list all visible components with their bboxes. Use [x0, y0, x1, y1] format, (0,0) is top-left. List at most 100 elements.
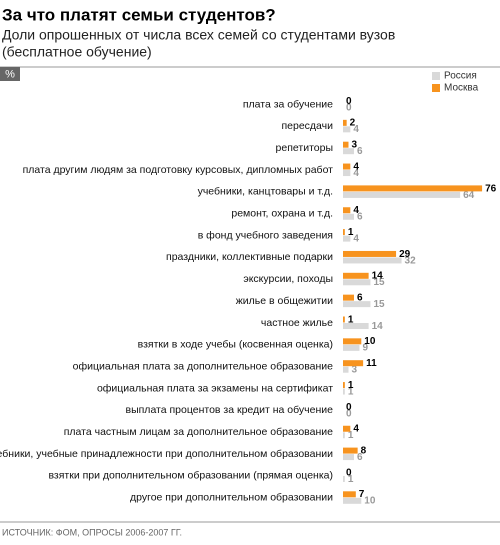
category-label: официальная плата за дополнительное обра… — [73, 360, 333, 372]
category-label: другое при дополнительном образовании — [130, 492, 333, 504]
value-label: 3 — [351, 365, 357, 376]
value-label: 76 — [485, 183, 497, 194]
value-label: 0 — [346, 96, 352, 107]
value-label: 4 — [353, 168, 359, 179]
value-label: 3 — [351, 140, 357, 151]
value-label: 15 — [373, 299, 385, 310]
value-label: 29 — [399, 249, 411, 260]
category-label: выплата процентов за кредит на обучение — [126, 404, 334, 416]
category-label: взятки в ходе учебы (косвенная оценка) — [138, 339, 333, 351]
value-label: 4 — [353, 124, 359, 135]
chart-title: За что платят семьи студентов? — [2, 5, 276, 24]
value-label: 4 — [353, 424, 359, 435]
bar — [343, 382, 345, 389]
value-label: 6 — [357, 212, 363, 223]
bar — [343, 126, 351, 133]
bar — [343, 250, 397, 257]
bar — [343, 213, 354, 220]
bar — [343, 475, 345, 482]
bar — [343, 170, 351, 177]
bar — [343, 360, 364, 367]
bar — [343, 163, 351, 170]
bar — [343, 425, 351, 432]
value-label: 4 — [353, 205, 359, 216]
bar — [343, 191, 461, 198]
value-label: 0 — [346, 402, 352, 413]
category-label: официальная плата за экзамены на сертифи… — [97, 382, 333, 394]
value-label: 6 — [357, 452, 363, 463]
value-label: 32 — [405, 255, 417, 266]
legend-label: Россия — [444, 71, 477, 82]
category-label: взятки при дополнительном образовании (п… — [48, 470, 333, 482]
category-label: жилье в общежитии — [236, 295, 333, 307]
value-label: 15 — [373, 277, 385, 288]
unit-label: % — [5, 68, 15, 80]
bar — [343, 229, 345, 236]
category-label: ремонт, охрана и т.д. — [231, 208, 333, 220]
unit-box — [0, 67, 20, 81]
bar — [343, 447, 358, 454]
category-label: учебники, канцтовары и т.д. — [198, 186, 333, 198]
bar — [343, 185, 483, 192]
chart-subtitle: (бесплатное обучение) — [2, 44, 152, 60]
bar — [343, 454, 354, 461]
bar — [343, 279, 371, 286]
category-label: учебники, учебные принадлежности при доп… — [0, 448, 333, 460]
value-label: 14 — [372, 271, 384, 282]
value-label: 10 — [364, 496, 376, 507]
source: ИСТОЧНИК: ФОМ, ОПРОСЫ 2006-2007 ГГ. — [2, 527, 182, 537]
value-label: 1 — [348, 430, 354, 441]
category-label: репетиторы — [276, 142, 333, 154]
bar — [343, 235, 351, 242]
bar — [343, 432, 345, 439]
bar — [343, 294, 354, 301]
legend-swatch — [432, 84, 440, 92]
value-label: 1 — [348, 386, 354, 397]
category-label: праздники, коллективные подарки — [166, 251, 333, 263]
value-label: 9 — [362, 343, 368, 354]
category-label: плата другим людям за подготовку курсовы… — [23, 164, 334, 176]
value-label: 1 — [348, 314, 354, 325]
value-label: 4 — [353, 161, 359, 172]
bar — [343, 366, 349, 373]
category-label: пересдачи — [281, 120, 333, 132]
category-label: плата за обучение — [243, 98, 333, 110]
bar — [343, 301, 371, 308]
value-label: 6 — [357, 293, 363, 304]
bar — [343, 344, 360, 351]
value-label: 7 — [359, 489, 365, 500]
value-label: 6 — [357, 146, 363, 157]
legend-swatch — [432, 72, 440, 80]
value-label: 1 — [348, 380, 354, 391]
bar — [343, 119, 347, 126]
chart-subtitle: Доли опрошенных от числа всех семей со с… — [2, 27, 395, 43]
value-label: 1 — [348, 474, 354, 485]
category-label: экскурсии, походы — [243, 273, 333, 285]
category-label: в фонд учебного заведения — [198, 229, 333, 241]
value-label: 14 — [372, 321, 384, 332]
value-label: 0 — [346, 467, 352, 478]
value-label: 4 — [353, 233, 359, 244]
bar — [343, 497, 362, 504]
category-label: плата частным лицам за дополнительное об… — [64, 426, 333, 438]
bar — [343, 323, 369, 329]
bar — [343, 272, 369, 279]
bar — [343, 338, 362, 345]
bar — [343, 207, 351, 214]
bar — [343, 388, 345, 395]
bar — [343, 316, 345, 323]
value-label: 1 — [348, 227, 354, 238]
bar — [343, 491, 356, 498]
bar — [343, 148, 354, 155]
value-label: 0 — [346, 102, 352, 113]
value-label: 0 — [346, 408, 352, 419]
value-label: 8 — [361, 445, 367, 456]
category-label: частное жилье — [261, 317, 333, 329]
value-label: 2 — [350, 118, 356, 129]
legend-label: Москва — [444, 83, 479, 94]
value-label: 10 — [364, 336, 376, 347]
value-label: 64 — [463, 190, 475, 201]
value-label: 11 — [366, 358, 377, 369]
bar — [343, 141, 349, 148]
